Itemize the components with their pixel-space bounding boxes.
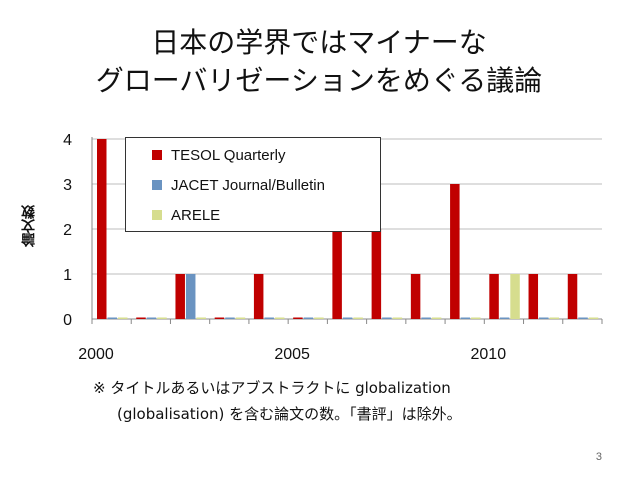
bar-tesol-quarterly-2000 [97, 139, 107, 319]
bar-arele-2004 [274, 317, 285, 319]
x-tick-label-2000: 2000 [78, 346, 114, 363]
legend-item-tesol-quarterly: TESOL Quarterly [152, 145, 285, 165]
legend-item-arele: ARELE [152, 205, 220, 225]
bar-jacet-journal-bulletin-2009 [460, 317, 471, 319]
bar-tesol-quarterly-2003 [214, 317, 225, 319]
title-line-2: グローバリゼーションをめぐる議論 [95, 64, 543, 97]
legend-item-jacet: JACET Journal/Bulletin [152, 175, 325, 195]
chart-tick-labels: 0 1 2 3 4 2000 2005 2010 [63, 132, 506, 363]
bar-arele-2012 [588, 317, 599, 319]
note-line-2: (globalisation) を含む論文の数。「書評」は除外。 [117, 405, 462, 423]
legend-swatch-arele [152, 210, 162, 220]
legend-label-jacet: JACET Journal/Bulletin [171, 176, 325, 194]
bar-jacet-journal-bulletin-2001 [146, 317, 157, 319]
bar-arele-2006 [353, 317, 363, 319]
legend-label-arele: ARELE [171, 206, 221, 224]
y-tick-label-1: 1 [63, 267, 72, 284]
bar-arele-2009 [471, 317, 481, 319]
bar-jacet-journal-bulletin-2004 [264, 317, 274, 319]
bar-tesol-quarterly-2011 [528, 274, 539, 319]
y-tick-label-2: 2 [63, 222, 72, 239]
bar-jacet-journal-bulletin-2000 [107, 317, 117, 319]
bar-arele-2002 [196, 317, 206, 319]
chart-legend: TESOL Quarterly JACET Journal/Bulletin A… [125, 137, 381, 232]
bar-tesol-quarterly-2007 [371, 229, 382, 319]
page-number: 3 [595, 451, 602, 463]
bar-arele-2003 [235, 317, 246, 319]
bar-tesol-quarterly-2004 [253, 274, 264, 319]
bar-tesol-quarterly-2009 [450, 184, 460, 319]
bar-jacet-journal-bulletin-2003 [225, 317, 235, 319]
legend-swatch-tesol-quarterly [152, 150, 162, 160]
bar-tesol-quarterly-2008 [410, 274, 421, 319]
y-tick-label-0: 0 [63, 312, 72, 329]
bar-arele-2008 [431, 317, 442, 319]
bar-arele-2001 [157, 317, 167, 319]
bar-tesol-quarterly-2005 [293, 317, 303, 319]
chart-note: ※ タイトルあるいはアブストラクトに globalization (global… [93, 375, 573, 427]
bar-arele-2005 [314, 317, 324, 319]
bar-tesol-quarterly-2010 [489, 274, 499, 319]
bar-jacet-journal-bulletin-2007 [382, 317, 392, 319]
bar-arele-2010 [510, 274, 520, 319]
bar-arele-2011 [549, 317, 560, 319]
bar-jacet-journal-bulletin-2008 [421, 317, 431, 319]
y-tick-label-3: 3 [63, 177, 72, 194]
bar-tesol-quarterly-2006 [332, 229, 342, 319]
legend-label-tesol-quarterly: TESOL Quarterly [171, 146, 286, 164]
bar-tesol-quarterly-2012 [567, 274, 578, 319]
bar-arele-2007 [392, 317, 403, 319]
bar-jacet-journal-bulletin-2011 [539, 317, 549, 319]
y-axis-label: 論文数 [21, 205, 37, 247]
chart-bars [97, 139, 599, 319]
x-tick-label-2010: 2010 [471, 346, 507, 363]
slide-title: 日本の学界ではマイナーな グローバリゼーションをめぐる議論 [0, 24, 638, 100]
bar-tesol-quarterly-2002 [175, 274, 185, 319]
bar-jacet-journal-bulletin-2012 [578, 317, 588, 319]
legend-swatch-jacet [152, 180, 162, 190]
note-line-1: ※ タイトルあるいはアブストラクトに globalization [93, 379, 451, 397]
bar-tesol-quarterly-2001 [136, 317, 146, 319]
title-line-1: 日本の学界ではマイナーな [151, 26, 487, 59]
bar-jacet-journal-bulletin-2006 [342, 317, 353, 319]
bar-jacet-journal-bulletin-2002 [185, 274, 196, 319]
bar-arele-2000 [118, 317, 128, 319]
bar-jacet-journal-bulletin-2005 [303, 317, 314, 319]
y-tick-label-4: 4 [63, 132, 72, 149]
bar-jacet-journal-bulletin-2010 [499, 317, 510, 319]
x-tick-label-2005: 2005 [274, 346, 310, 363]
